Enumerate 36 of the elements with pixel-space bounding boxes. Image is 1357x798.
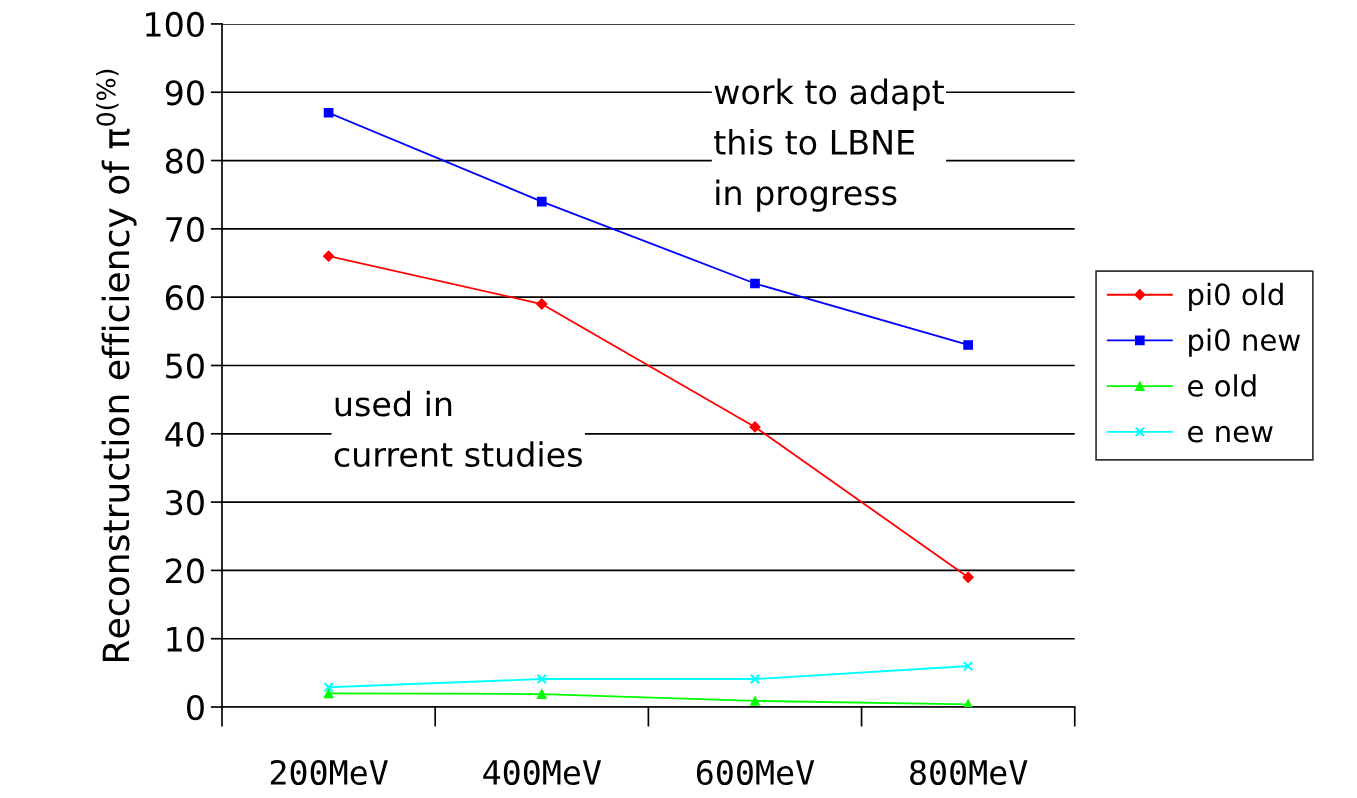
point	[750, 278, 760, 289]
y-tick-label: 0	[187, 694, 204, 721]
y-tick-label: 40	[165, 421, 204, 447]
point	[323, 682, 334, 693]
point	[323, 688, 334, 699]
point	[322, 250, 335, 262]
annotation: used in current studies	[334, 390, 582, 468]
point	[962, 660, 974, 672]
y-tick-label: 100	[146, 11, 204, 38]
point	[536, 689, 547, 699]
point	[536, 298, 548, 310]
y-tick-label: 10	[167, 626, 204, 652]
point	[749, 673, 761, 685]
point	[750, 696, 760, 706]
y-tick-label: 20	[166, 558, 204, 584]
y-tick-label: 50	[166, 353, 204, 379]
y-tick-label: 70	[166, 216, 204, 242]
annotation: work to adapt this to LBNE in progress	[714, 78, 944, 212]
point	[536, 673, 547, 685]
point	[963, 340, 974, 350]
y-axis-title: Reconstruction efficiency of π$^{0(%)}$	[96, 69, 137, 661]
x-tick-label: 800MeV	[910, 759, 1028, 786]
x-tick-label: 600MeV	[696, 759, 815, 786]
point	[323, 107, 334, 118]
y-tick-label: 30	[166, 490, 204, 516]
y-tick-label: 60	[165, 285, 204, 311]
y-tick-label: 80	[165, 148, 204, 174]
x-tick-label: 400MeV	[483, 759, 602, 786]
point	[536, 196, 547, 207]
legend-label: pi0 old	[1189, 282, 1283, 312]
legend-label: e new	[1188, 425, 1273, 443]
x-tick-label: 200MeV	[270, 759, 388, 786]
point	[962, 571, 974, 583]
legend-label: pi0 new	[1189, 328, 1300, 357]
legend-label: e old	[1188, 374, 1256, 397]
y-tick-label: 90	[165, 80, 204, 106]
